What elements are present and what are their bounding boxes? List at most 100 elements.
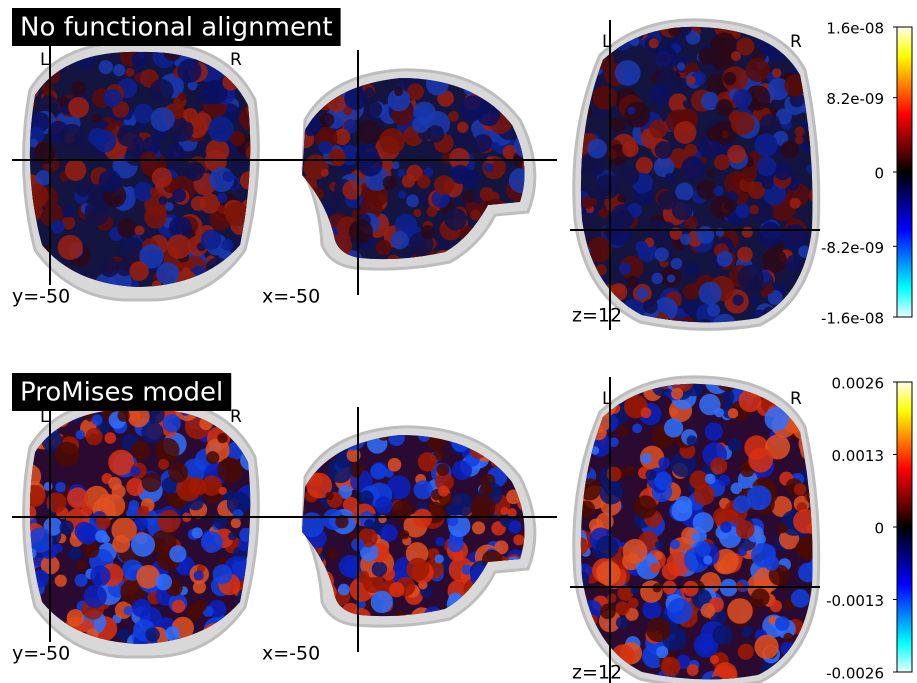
activation-blob xyxy=(580,26,590,43)
activation-blob xyxy=(699,393,721,416)
activation-blob xyxy=(780,311,798,323)
activation-blob xyxy=(426,206,438,217)
activation-blob xyxy=(746,485,772,511)
activation-blob xyxy=(698,47,716,66)
activation-blob xyxy=(213,515,228,530)
activation-blob xyxy=(640,453,652,465)
activation-blob xyxy=(794,126,805,137)
activation-blob xyxy=(804,26,813,41)
activation-blob xyxy=(625,275,639,289)
activation-blob xyxy=(735,520,755,539)
activation-blob xyxy=(17,584,28,595)
activation-blob xyxy=(491,435,500,440)
activation-blob xyxy=(13,264,26,277)
activation-blob xyxy=(29,621,32,636)
activation-blob xyxy=(157,509,181,533)
colorbar-tick-label: -8.2e-09 xyxy=(821,239,884,257)
activation-blob xyxy=(754,634,779,659)
colorbar xyxy=(896,26,913,318)
activation-blob xyxy=(243,59,251,72)
activation-blob xyxy=(636,287,649,300)
activation-blob xyxy=(155,573,173,591)
orientation-label: R xyxy=(230,50,242,70)
activation-blob xyxy=(113,63,126,77)
activation-blob xyxy=(29,138,38,148)
activation-blob xyxy=(382,175,397,190)
activation-blob xyxy=(711,665,738,680)
activation-blob xyxy=(683,215,698,231)
activation-blob xyxy=(412,116,429,134)
activation-blob xyxy=(99,120,108,129)
activation-blob xyxy=(635,156,653,174)
activation-blob xyxy=(95,514,111,530)
activation-blob xyxy=(523,88,525,97)
activation-blob xyxy=(18,96,27,105)
activation-blob xyxy=(770,495,792,517)
activation-blob xyxy=(712,313,737,323)
activation-blob xyxy=(123,606,133,616)
activation-blob xyxy=(491,249,508,260)
activation-blob xyxy=(145,627,160,642)
activation-blob xyxy=(654,45,677,68)
activation-blob xyxy=(737,546,747,557)
activation-blob xyxy=(391,161,400,170)
activation-blob xyxy=(418,193,429,204)
activation-blob xyxy=(494,244,504,255)
activation-blob xyxy=(166,234,192,259)
activation-blob xyxy=(663,418,684,438)
activation-blob xyxy=(599,480,624,505)
activation-blob xyxy=(808,389,813,405)
activation-blob xyxy=(697,638,714,655)
activation-blob xyxy=(228,531,237,541)
activation-blob xyxy=(302,204,319,230)
slice-coordinate: z=12 xyxy=(572,662,622,683)
activation-blob xyxy=(118,236,144,263)
activation-blob xyxy=(727,598,753,624)
activation-blob xyxy=(302,609,325,617)
activation-blob xyxy=(490,585,504,599)
activation-blob xyxy=(796,654,813,673)
activation-blob xyxy=(714,154,730,171)
activation-blob xyxy=(364,519,375,530)
activation-blob xyxy=(54,441,80,467)
activation-blob xyxy=(85,427,103,446)
activation-blob xyxy=(670,539,681,550)
activation-blob xyxy=(108,449,135,476)
activation-blob xyxy=(134,57,144,66)
activation-blob xyxy=(226,491,251,516)
activation-blob xyxy=(387,457,402,472)
activation-blob xyxy=(503,83,525,106)
colorbar-tick-label: -0.0026 xyxy=(826,665,884,683)
activation-blob xyxy=(596,561,621,586)
activation-blob xyxy=(206,451,220,465)
activation-blob xyxy=(654,141,673,160)
activation-blob xyxy=(217,192,228,203)
activation-blob xyxy=(111,517,137,543)
activation-blob xyxy=(674,495,693,514)
activation-blob xyxy=(528,236,537,245)
colorbar-tick-label: 0 xyxy=(874,165,884,183)
colorbar-tick-label: 0.0013 xyxy=(832,447,885,465)
activation-blob xyxy=(749,296,760,306)
activation-blob xyxy=(741,226,753,238)
activation-blob xyxy=(580,29,604,55)
activation-blob xyxy=(648,38,659,49)
activation-blob xyxy=(586,236,613,263)
activation-blob xyxy=(222,171,234,182)
activation-blob xyxy=(682,383,704,397)
activation-blob xyxy=(814,618,825,629)
activation-blob xyxy=(595,174,621,200)
activation-blob xyxy=(217,457,243,483)
activation-blob xyxy=(781,680,799,683)
activation-blob xyxy=(619,165,640,186)
activation-blob xyxy=(648,83,671,106)
activation-blob xyxy=(696,226,715,244)
activation-blob xyxy=(203,79,228,105)
activation-blob xyxy=(170,497,183,510)
colorbar-tick-label: 0.0026 xyxy=(832,375,885,393)
activation-blob xyxy=(777,522,788,534)
activation-blob xyxy=(529,443,538,452)
activation-blob xyxy=(169,117,194,142)
activation-blob xyxy=(802,651,813,669)
activation-blob xyxy=(798,26,808,28)
